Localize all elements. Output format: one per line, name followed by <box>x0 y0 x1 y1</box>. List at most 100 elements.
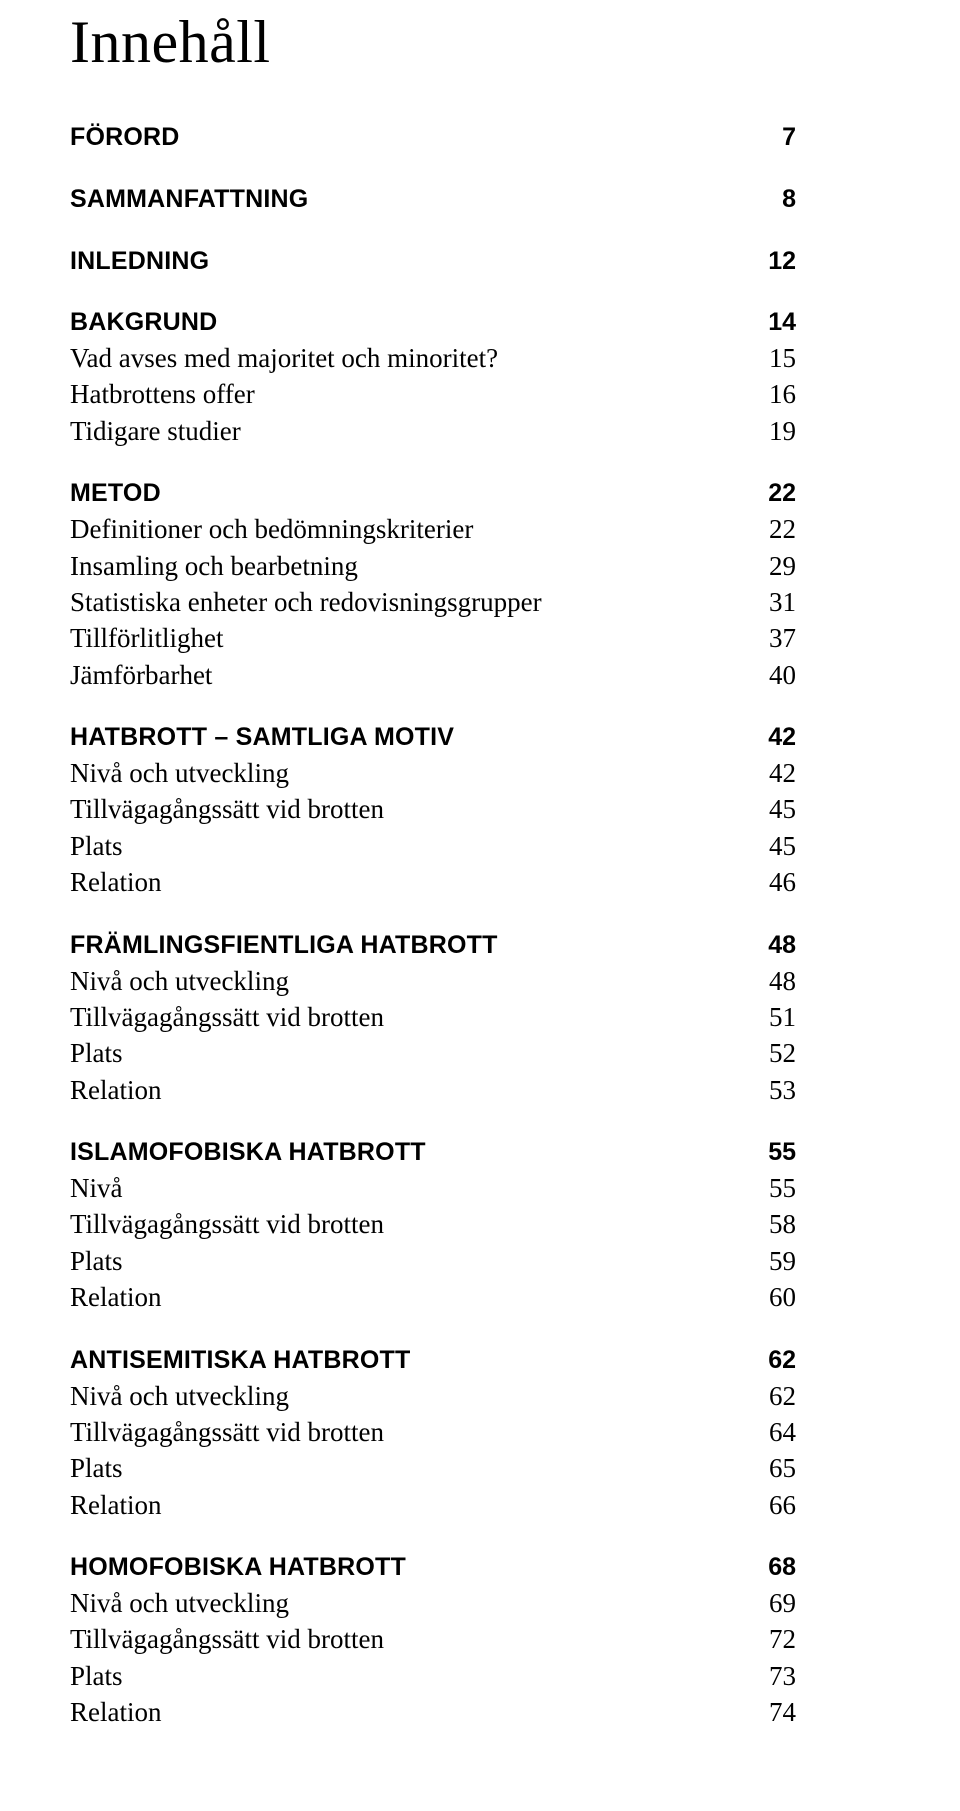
toc-item-page: 55 <box>736 1170 796 1206</box>
toc-heading-page: 42 <box>736 721 796 755</box>
toc-item-row: Relation66 <box>70 1487 796 1523</box>
toc-heading-page: 55 <box>736 1136 796 1170</box>
toc-item-label: Plats <box>70 1035 123 1071</box>
toc-item-page: 16 <box>736 376 796 412</box>
toc-heading-page: 62 <box>736 1344 796 1378</box>
toc-heading-label: HATBROTT – SAMTLIGA MOTIV <box>70 721 454 755</box>
toc-item-page: 65 <box>736 1450 796 1486</box>
toc-heading-row: HATBROTT – SAMTLIGA MOTIV 42 <box>70 721 796 755</box>
toc-section: SAMMANFATTNING8 <box>70 183 796 217</box>
toc-item-label: Tillvägagångssätt vid brotten <box>70 791 384 827</box>
toc-heading-row: HOMOFOBISKA HATBROTT68 <box>70 1551 796 1585</box>
toc-item-page: 72 <box>736 1621 796 1657</box>
toc-heading-page: 12 <box>736 245 796 279</box>
toc-heading-row: ISLAMOFOBISKA HATBROTT 55 <box>70 1136 796 1170</box>
toc-item-row: Nivå och utveckling42 <box>70 755 796 791</box>
toc-item-label: Plats <box>70 828 123 864</box>
toc-item-label: Relation <box>70 1072 161 1108</box>
toc-item-row: Plats 59 <box>70 1243 796 1279</box>
toc-heading-label: FÖRORD <box>70 121 180 155</box>
toc-item-row: Plats 73 <box>70 1658 796 1694</box>
toc-section: FRÄMLINGSFIENTLIGA HATBROTT48Nivå och ut… <box>70 929 796 1109</box>
toc-item-row: Jämförbarhet 40 <box>70 657 796 693</box>
toc-heading-label: INLEDNING <box>70 245 209 279</box>
toc-heading-label: SAMMANFATTNING <box>70 183 308 217</box>
toc-item-label: Jämförbarhet <box>70 657 212 693</box>
toc-item-label: Tillvägagångssätt vid brotten <box>70 1621 384 1657</box>
toc-heading-row: METOD22 <box>70 477 796 511</box>
toc-item-page: 60 <box>736 1279 796 1315</box>
toc-heading-row: FÖRORD7 <box>70 121 796 155</box>
toc-item-row: Statistiska enheter och redovisningsgrup… <box>70 584 796 620</box>
toc-section: HOMOFOBISKA HATBROTT68Nivå och utvecklin… <box>70 1551 796 1731</box>
toc-item-row: Tillvägagångssätt vid brotten 45 <box>70 791 796 827</box>
toc-item-row: Vad avses med majoritet och minoritet? 15 <box>70 340 796 376</box>
toc-item-page: 42 <box>736 755 796 791</box>
toc-item-page: 52 <box>736 1035 796 1071</box>
toc-item-row: Insamling och bearbetning29 <box>70 548 796 584</box>
toc-item-label: Tillvägagångssätt vid brotten <box>70 1206 384 1242</box>
toc-item-page: 46 <box>736 864 796 900</box>
toc-item-label: Nivå <box>70 1170 122 1206</box>
toc-item-label: Plats <box>70 1243 123 1279</box>
toc-item-row: Plats65 <box>70 1450 796 1486</box>
toc-section: ISLAMOFOBISKA HATBROTT55Nivå55Tillvägagå… <box>70 1136 796 1316</box>
toc-item-label: Nivå och utveckling <box>70 963 289 999</box>
toc-heading-label: BAKGRUND <box>70 306 217 340</box>
toc-section: FÖRORD7 <box>70 121 796 155</box>
toc-item-row: Relation 46 <box>70 864 796 900</box>
toc-item-page: 45 <box>736 791 796 827</box>
toc-item-row: Tillvägagångssätt vid brotten 58 <box>70 1206 796 1242</box>
toc-item-row: Nivå och utveckling62 <box>70 1378 796 1414</box>
toc-item-row: Plats 52 <box>70 1035 796 1071</box>
toc-item-row: Plats45 <box>70 828 796 864</box>
toc-item-page: 22 <box>736 511 796 547</box>
toc-item-label: Relation <box>70 1487 161 1523</box>
toc-item-page: 73 <box>736 1658 796 1694</box>
toc-item-label: Statistiska enheter och redovisningsgrup… <box>70 584 542 620</box>
toc-heading-page: 22 <box>736 477 796 511</box>
toc-item-row: Tillförlitlighet37 <box>70 620 796 656</box>
toc-item-row: Hatbrottens offer16 <box>70 376 796 412</box>
toc-item-row: Relation 60 <box>70 1279 796 1315</box>
toc-item-label: Tidigare studier <box>70 413 241 449</box>
page-title: Innehåll <box>70 8 796 77</box>
toc-item-page: 48 <box>736 963 796 999</box>
toc-heading-label: ISLAMOFOBISKA HATBROTT <box>70 1136 426 1170</box>
toc-item-label: Nivå och utveckling <box>70 1378 289 1414</box>
toc-item-label: Nivå och utveckling <box>70 1585 289 1621</box>
toc-item-page: 53 <box>736 1072 796 1108</box>
toc-item-label: Tillvägagångssätt vid brotten <box>70 999 384 1035</box>
toc-item-page: 37 <box>736 620 796 656</box>
toc-section: METOD22Definitioner och bedömningskriter… <box>70 477 796 693</box>
toc-item-row: Relation74 <box>70 1694 796 1730</box>
toc-heading-row: ANTISEMITISKA HATBROTT 62 <box>70 1344 796 1378</box>
toc-heading-page: 14 <box>736 306 796 340</box>
toc-item-page: 64 <box>736 1414 796 1450</box>
toc-heading-label: ANTISEMITISKA HATBROTT <box>70 1344 410 1378</box>
toc-heading-row: INLEDNING 12 <box>70 245 796 279</box>
toc-heading-label: HOMOFOBISKA HATBROTT <box>70 1551 406 1585</box>
toc-item-page: 58 <box>736 1206 796 1242</box>
toc-item-label: Plats <box>70 1658 123 1694</box>
toc-item-page: 31 <box>736 584 796 620</box>
toc-item-row: Relation 53 <box>70 1072 796 1108</box>
toc-item-row: Nivå och utveckling 69 <box>70 1585 796 1621</box>
toc-item-label: Vad avses med majoritet och minoritet? <box>70 340 498 376</box>
toc-heading-row: SAMMANFATTNING8 <box>70 183 796 217</box>
toc-item-label: Relation <box>70 864 161 900</box>
toc-section: INLEDNING 12 <box>70 245 796 279</box>
toc-item-page: 51 <box>736 999 796 1035</box>
toc-item-row: Tidigare studier19 <box>70 413 796 449</box>
toc-section: BAKGRUND14Vad avses med majoritet och mi… <box>70 306 796 449</box>
toc-item-page: 69 <box>736 1585 796 1621</box>
toc-item-label: Insamling och bearbetning <box>70 548 358 584</box>
toc-item-page: 59 <box>736 1243 796 1279</box>
toc-item-label: Tillvägagångssätt vid brotten <box>70 1414 384 1450</box>
toc-item-page: 40 <box>736 657 796 693</box>
toc-item-page: 15 <box>736 340 796 376</box>
toc-heading-row: FRÄMLINGSFIENTLIGA HATBROTT48 <box>70 929 796 963</box>
toc-item-row: Tillvägagångssätt vid brotten 64 <box>70 1414 796 1450</box>
toc-item-row: Tillvägagångssätt vid brotten 51 <box>70 999 796 1035</box>
toc-item-label: Relation <box>70 1279 161 1315</box>
